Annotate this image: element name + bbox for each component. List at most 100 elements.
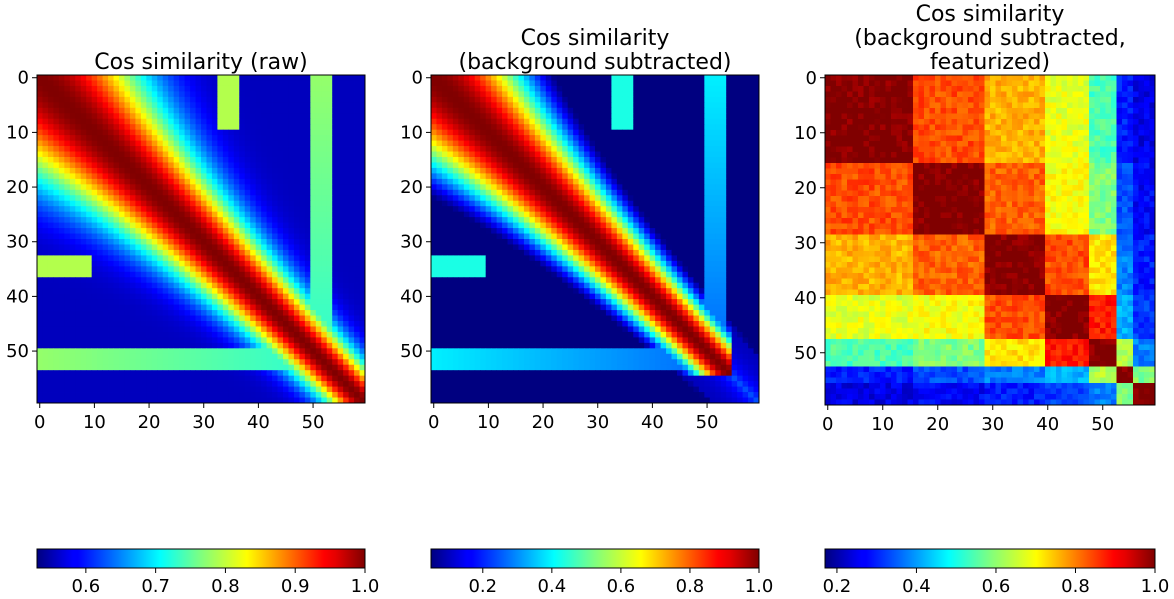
heatmap-cell (233, 189, 240, 196)
heatmap-cell (233, 167, 240, 174)
heatmap-cell (556, 167, 563, 174)
heatmap-cell (69, 178, 76, 185)
heatmap-cell (288, 375, 295, 382)
heatmap-cell (496, 96, 503, 103)
heatmap-cell (359, 299, 366, 305)
heatmap-cell (737, 80, 743, 87)
heatmap-cell (217, 129, 224, 136)
heatmap-cell (179, 151, 185, 158)
heatmap-cell (638, 124, 645, 131)
heatmap-cell (753, 184, 760, 191)
heatmap-cell (687, 151, 694, 158)
heatmap-cell (731, 135, 738, 141)
heatmap-cell (452, 107, 459, 114)
heatmap-cell (113, 337, 120, 344)
heatmap-cell (228, 381, 235, 387)
heatmap-cell (354, 167, 360, 174)
heatmap-cell (283, 304, 289, 311)
heatmap-cell (540, 75, 547, 81)
heatmap-cell (140, 129, 147, 136)
heatmap-cell (184, 162, 191, 169)
heatmap-cell (190, 364, 196, 371)
heatmap-cell (704, 184, 711, 191)
heatmap-cell (151, 331, 158, 338)
heatmap-cell (447, 167, 454, 174)
heatmap-cell (58, 184, 65, 191)
heatmap-cell (244, 331, 251, 338)
heatmap-cell (135, 375, 142, 382)
heatmap-cell (195, 102, 202, 109)
heatmap-cell (704, 113, 711, 120)
heatmap-cell (135, 277, 142, 284)
heatmap-cell (190, 353, 196, 360)
heatmap-cell (146, 299, 153, 305)
heatmap-cell (179, 342, 185, 349)
heatmap-cell (190, 135, 196, 141)
heatmap-cell (436, 96, 443, 103)
heatmap-cell (168, 266, 175, 273)
heatmap-cell (211, 85, 218, 92)
heatmap-cell (37, 370, 43, 377)
heatmap-cell (184, 326, 191, 333)
heatmap-cell (715, 162, 722, 169)
heatmap-cell (47, 326, 54, 333)
heatmap-cell (108, 331, 114, 338)
heatmap-cell (228, 342, 235, 349)
heatmap-cell (80, 244, 87, 251)
heatmap-cell (720, 129, 727, 136)
heatmap-cell (58, 189, 65, 196)
heatmap-cell (277, 140, 284, 147)
heatmap-cell (726, 162, 733, 169)
heatmap-cell (567, 91, 574, 98)
heatmap-cell (91, 200, 98, 207)
heatmap-cell (573, 75, 579, 81)
heatmap-cell (343, 80, 349, 87)
heatmap-cell (42, 146, 49, 152)
heatmap-cell (102, 167, 109, 174)
heatmap-cell (551, 96, 558, 103)
heatmap-cell (715, 157, 722, 163)
heatmap-cell (666, 75, 672, 81)
heatmap-cell (343, 326, 349, 333)
heatmap-cell (250, 304, 257, 311)
heatmap-cell (299, 392, 306, 398)
heatmap-cell (660, 178, 667, 185)
heatmap-cell (47, 310, 54, 316)
heatmap-cell (315, 304, 322, 311)
heatmap-cell (283, 124, 289, 131)
heatmap-cell (211, 189, 218, 196)
heatmap-cell (261, 353, 267, 360)
heatmap-cell (250, 359, 257, 366)
heatmap-cell (179, 140, 185, 147)
heatmap-cell (502, 151, 508, 158)
heatmap-cell (228, 359, 235, 366)
heatmap-cell (124, 222, 131, 229)
heatmap-cell (255, 151, 262, 158)
heatmap-cell (540, 189, 547, 196)
heatmap-cell (715, 102, 722, 109)
heatmap-cell (321, 113, 328, 120)
heatmap-cell (321, 244, 328, 251)
heatmap-cell (113, 135, 120, 141)
heatmap-cell (129, 321, 136, 327)
heatmap-cell (348, 173, 355, 180)
heatmap-cell (206, 293, 213, 300)
heatmap-cell (272, 129, 278, 136)
heatmap-cell (562, 80, 569, 87)
heatmap-cell (37, 228, 43, 234)
heatmap-cell (277, 206, 284, 213)
heatmap-cell (58, 359, 65, 366)
heatmap-cell (211, 162, 218, 169)
heatmap-cell (266, 189, 273, 196)
heatmap-cell (742, 189, 749, 196)
heatmap-cell (523, 157, 530, 163)
heatmap-cell (168, 337, 175, 344)
heatmap-cell (201, 397, 207, 404)
heatmap-cell (474, 178, 481, 185)
heatmap-cell (299, 157, 306, 163)
heatmap-cell (102, 260, 109, 267)
heatmap-cell (53, 75, 60, 81)
heatmap-cell (649, 129, 656, 136)
heatmap-cell (157, 244, 164, 251)
heatmap-cell (321, 146, 328, 152)
